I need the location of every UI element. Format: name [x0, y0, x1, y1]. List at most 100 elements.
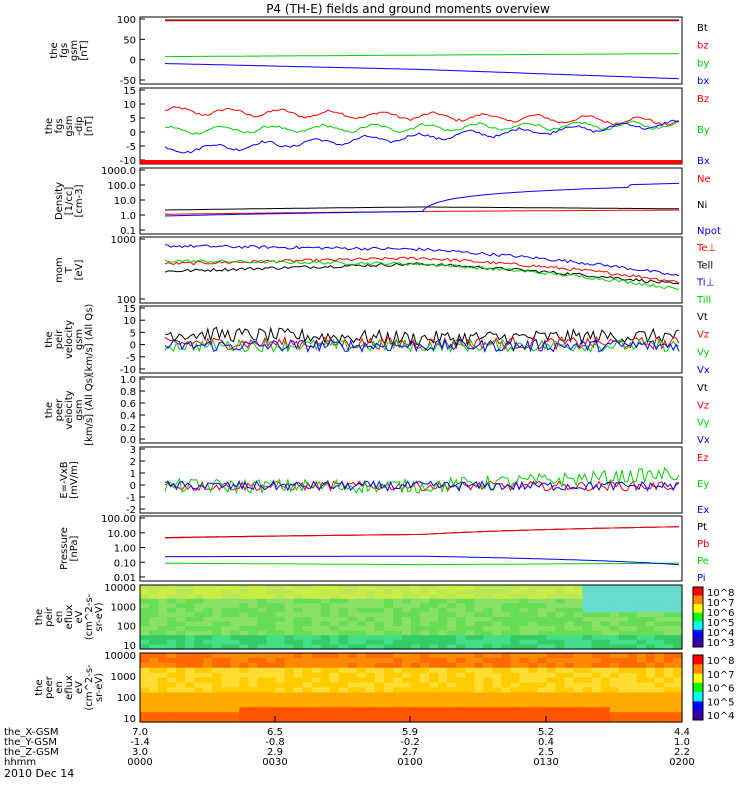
heatmap-cell [546, 653, 557, 659]
heatmap-cell [239, 594, 249, 600]
heatmap-cell [501, 594, 511, 600]
heatmap-cell [230, 653, 240, 659]
heatmap-cell [239, 639, 249, 646]
y-axis-label: gsm [64, 115, 75, 136]
y-axis-label: E=-VxB [59, 461, 70, 498]
heatmap-cell [383, 667, 394, 674]
heatmap-cell [149, 697, 159, 703]
heatmap-cell [609, 630, 620, 636]
heatmap-cell [203, 630, 213, 636]
heatmap-cell [302, 653, 313, 659]
heatmap-cell [537, 589, 548, 595]
heatmap-cell [275, 621, 286, 627]
heatmap-cell [537, 594, 548, 600]
heatmap-cell [158, 653, 168, 659]
heatmap-cell [167, 626, 177, 632]
heatmap-cell [239, 672, 249, 679]
heatmap-cell [401, 677, 412, 684]
series-line-density-2 [164, 182, 679, 217]
legend-label: Bz [697, 94, 709, 105]
heatmap-cell [546, 692, 557, 698]
heatmap-cell [465, 621, 475, 627]
heatmap-cell [284, 672, 295, 679]
heatmap-cell [284, 594, 295, 600]
heatmap-cell [600, 594, 611, 600]
heatmap-cell [284, 717, 295, 723]
heatmap-cell [465, 717, 475, 723]
heatmap-cell [194, 594, 204, 600]
x-row-value: -1.4 [130, 737, 150, 748]
heatmap-cell [239, 585, 249, 591]
heatmap-cell [212, 598, 222, 604]
heatmap-cell [591, 697, 602, 703]
heatmap-cell [140, 626, 150, 632]
heatmap-cell [573, 612, 584, 618]
heatmap-cell [401, 626, 412, 632]
heatmap-cell [311, 635, 322, 641]
heatmap-cell [519, 707, 530, 713]
heatmap-cell [158, 697, 168, 703]
heatmap-cell [420, 607, 430, 614]
heatmap-cell [456, 677, 466, 684]
heatmap-cell [149, 621, 159, 627]
colorbar-tick-label: 10^7 [707, 598, 734, 609]
heatmap-cell [221, 697, 231, 703]
heatmap-cell [203, 607, 213, 614]
heatmap-cell [663, 712, 674, 718]
heatmap-cell [302, 712, 313, 718]
heatmap-cell [636, 630, 647, 636]
heatmap-cell [383, 598, 394, 604]
heatmap-cell [555, 612, 566, 618]
heatmap-cell [212, 682, 222, 689]
heatmap-cell [600, 662, 611, 669]
heatmap-cell [266, 612, 277, 618]
heatmap-cell [519, 603, 530, 609]
heatmap-cell [438, 621, 448, 627]
heatmap-cell [374, 677, 385, 684]
heatmap-cell [284, 607, 295, 614]
heatmap-cell [338, 677, 349, 684]
heatmap-cell [266, 702, 277, 708]
heatmap-cell [465, 702, 475, 708]
heatmap-cell [185, 585, 195, 591]
heatmap-cell [609, 697, 620, 703]
legend-label: bx [697, 76, 709, 87]
heatmap-cell [528, 653, 539, 659]
colorbar-segment [693, 692, 703, 702]
heatmap-cell [456, 682, 466, 689]
heatmap-cell [645, 692, 656, 698]
heatmap-cell [519, 682, 530, 689]
colorbar-segment [693, 664, 703, 675]
heatmap-cell [257, 612, 268, 618]
heatmap-cell [519, 626, 530, 632]
heatmap-cell [609, 621, 620, 627]
heatmap-cell [140, 702, 150, 708]
heatmap-cell [591, 677, 602, 684]
heatmap-cell [618, 672, 629, 679]
heatmap-cell [302, 657, 313, 664]
heatmap-cell [582, 612, 593, 618]
heatmap-cell [212, 667, 222, 674]
heatmap-cell [447, 603, 457, 609]
heatmap-cell [176, 707, 186, 713]
heatmap-cell [401, 612, 412, 618]
heatmap-cell [465, 653, 475, 659]
heatmap-cell [149, 626, 159, 632]
heatmap-cell [654, 598, 665, 604]
heatmap-cell [645, 607, 656, 614]
heatmap-cell [176, 607, 186, 614]
heatmap-cell [176, 630, 186, 636]
heatmap-cell [149, 585, 159, 591]
heatmap-cell [257, 630, 268, 636]
heatmap-cell [474, 589, 484, 595]
heatmap-cell [149, 598, 159, 604]
heatmap-cell [248, 707, 259, 713]
heatmap-cell [356, 598, 367, 604]
heatmap-cell [374, 626, 385, 632]
heatmap-cell [555, 585, 566, 591]
heatmap-cell [501, 717, 511, 723]
heatmap-cell [501, 644, 511, 650]
heatmap-cell [203, 687, 213, 694]
heatmap-cell [537, 717, 548, 723]
